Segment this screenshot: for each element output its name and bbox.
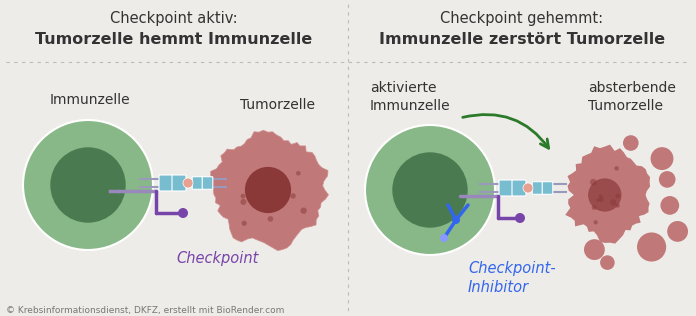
- FancyBboxPatch shape: [499, 180, 513, 196]
- Circle shape: [588, 178, 622, 212]
- Circle shape: [659, 171, 676, 188]
- Circle shape: [242, 221, 247, 226]
- FancyBboxPatch shape: [203, 177, 213, 189]
- Polygon shape: [209, 130, 329, 251]
- Text: Checkpoint gehemmt:: Checkpoint gehemmt:: [441, 10, 603, 26]
- Circle shape: [615, 193, 620, 198]
- Circle shape: [278, 189, 282, 192]
- FancyBboxPatch shape: [532, 182, 543, 194]
- Circle shape: [245, 167, 291, 213]
- Circle shape: [592, 205, 596, 210]
- Circle shape: [599, 197, 604, 202]
- Circle shape: [241, 194, 246, 198]
- Circle shape: [290, 193, 296, 199]
- Text: Checkpoint: Checkpoint: [177, 251, 259, 265]
- Circle shape: [590, 179, 596, 185]
- Circle shape: [365, 125, 495, 255]
- Polygon shape: [565, 145, 650, 244]
- Circle shape: [623, 135, 639, 151]
- Text: absterbende
Tumorzelle: absterbende Tumorzelle: [588, 81, 676, 113]
- Text: Tumorzelle hemmt Immunzelle: Tumorzelle hemmt Immunzelle: [35, 33, 313, 47]
- Circle shape: [267, 216, 274, 222]
- Circle shape: [440, 234, 448, 242]
- Circle shape: [596, 198, 599, 202]
- Circle shape: [257, 198, 262, 202]
- Circle shape: [301, 208, 307, 214]
- Circle shape: [452, 216, 460, 224]
- Text: Checkpoint aktiv:: Checkpoint aktiv:: [110, 10, 238, 26]
- Text: Immunzelle: Immunzelle: [50, 93, 131, 107]
- Text: © Krebsinformationsdienst, DKFZ, erstellt mit BioRender.com: © Krebsinformationsdienst, DKFZ, erstell…: [6, 306, 285, 314]
- Circle shape: [584, 239, 605, 260]
- Circle shape: [280, 189, 285, 194]
- FancyBboxPatch shape: [159, 175, 173, 191]
- Circle shape: [515, 213, 525, 223]
- Circle shape: [610, 199, 617, 206]
- Circle shape: [667, 221, 688, 242]
- Circle shape: [600, 255, 615, 270]
- Circle shape: [616, 204, 620, 208]
- Circle shape: [50, 147, 126, 223]
- Circle shape: [271, 178, 277, 183]
- Circle shape: [240, 199, 246, 205]
- FancyBboxPatch shape: [542, 182, 553, 194]
- Circle shape: [178, 208, 188, 218]
- Circle shape: [523, 183, 533, 193]
- Text: Checkpoint-
Inhibitor: Checkpoint- Inhibitor: [468, 261, 555, 295]
- Circle shape: [296, 171, 301, 176]
- Circle shape: [594, 220, 598, 224]
- Circle shape: [23, 120, 153, 250]
- Circle shape: [183, 178, 193, 188]
- FancyBboxPatch shape: [192, 177, 203, 189]
- Text: aktivierte
Immunzelle: aktivierte Immunzelle: [370, 81, 450, 113]
- Circle shape: [599, 194, 603, 198]
- Circle shape: [637, 233, 666, 262]
- FancyBboxPatch shape: [512, 180, 526, 196]
- FancyBboxPatch shape: [172, 175, 186, 191]
- Circle shape: [651, 147, 674, 170]
- Circle shape: [615, 166, 619, 171]
- Circle shape: [393, 152, 468, 228]
- Text: Tumorzelle: Tumorzelle: [240, 98, 315, 112]
- Circle shape: [270, 204, 276, 211]
- Circle shape: [661, 196, 679, 215]
- Text: Immunzelle zerstört Tumorzelle: Immunzelle zerstört Tumorzelle: [379, 33, 665, 47]
